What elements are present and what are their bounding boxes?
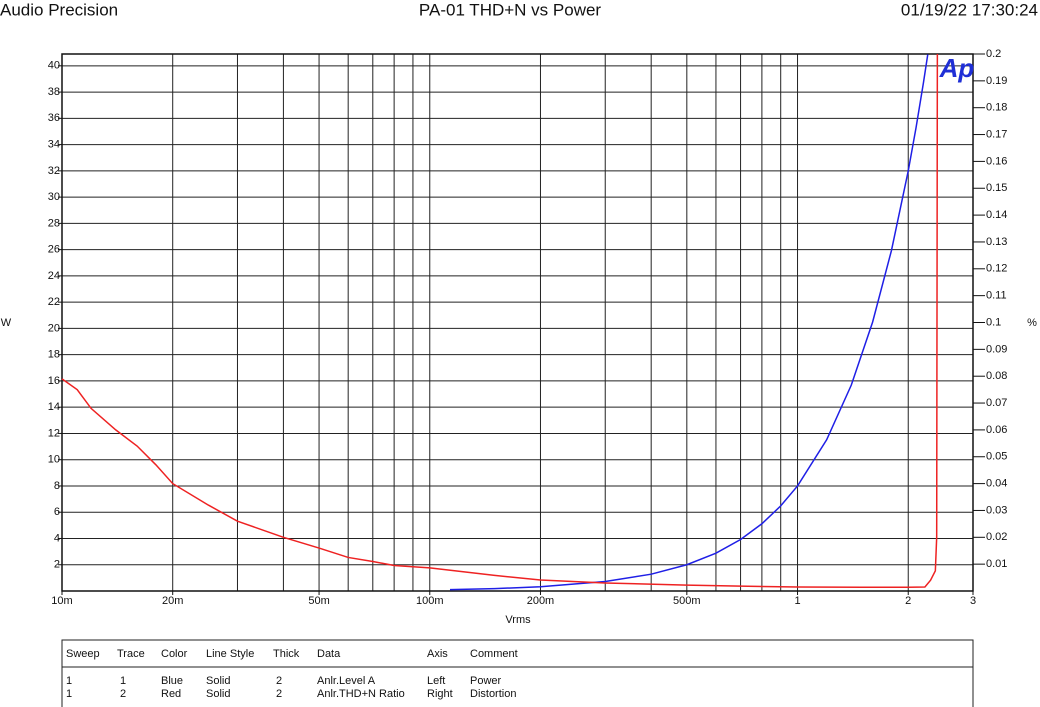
y2-tick-label: 0.03 <box>986 504 1007 516</box>
x-tick-label: 10m <box>51 595 72 607</box>
y-tick-label: 6 <box>54 506 60 518</box>
y-tick-label: 4 <box>54 532 60 544</box>
table-cell: 1 <box>66 688 72 700</box>
y-tick-label: 32 <box>48 165 60 177</box>
table-header: Data <box>317 648 341 660</box>
x-tick-label: 3 <box>970 595 976 607</box>
y2-tick-label: 0.1 <box>986 316 1001 328</box>
y-tick-label: 30 <box>48 191 60 203</box>
y-tick-label: 34 <box>48 139 60 151</box>
y2-axis-label: % <box>1027 317 1037 329</box>
table-cell: Right <box>427 688 453 700</box>
y2-tick-label: 0.16 <box>986 155 1007 167</box>
table-cell: Distortion <box>470 688 516 700</box>
y2-tick-label: 0.04 <box>986 478 1007 490</box>
y2-tick-label: 0.15 <box>986 182 1007 194</box>
y-tick-label: 24 <box>48 270 60 282</box>
chart-title: PA-01 THD+N vs Power <box>419 0 602 19</box>
y2-tick-label: 0.02 <box>986 531 1007 543</box>
y-tick-label: 2 <box>54 559 60 571</box>
table-cell: 2 <box>276 688 282 700</box>
y-axis-label: W <box>1 317 12 329</box>
timestamp: 01/19/22 17:30:24 <box>901 0 1038 19</box>
table-cell: Solid <box>206 688 230 700</box>
table-cell: 1 <box>120 675 126 687</box>
y2-tick-label: 0.06 <box>986 424 1007 436</box>
y-tick-label: 18 <box>48 349 60 361</box>
table-cell: Left <box>427 675 445 687</box>
table-cell: Blue <box>161 675 183 687</box>
y-tick-label: 40 <box>48 60 60 72</box>
x-tick-label: 200m <box>527 595 555 607</box>
y-tick-label: 20 <box>48 322 60 334</box>
y2-tick-label: 0.07 <box>986 397 1007 409</box>
y-tick-label: 14 <box>48 401 60 413</box>
table-cell: Anlr.Level A <box>317 675 376 687</box>
x-axis-label: Vrms <box>505 614 531 626</box>
table-cell: Power <box>470 675 502 687</box>
series-line <box>449 54 929 591</box>
y2-tick-label: 0.18 <box>986 102 1007 114</box>
y-tick-label: 8 <box>54 480 60 492</box>
x-tick-label: 1 <box>794 595 800 607</box>
x-tick-label: 50m <box>308 595 329 607</box>
x-tick-label: 2 <box>905 595 911 607</box>
y-tick-label: 28 <box>48 217 60 229</box>
table-header: Sweep <box>66 648 100 660</box>
y-tick-label: 38 <box>48 86 60 98</box>
y2-tick-label: 0.13 <box>986 236 1007 248</box>
x-tick-label: 500m <box>673 595 701 607</box>
y2-tick-label: 0.01 <box>986 558 1007 570</box>
x-tick-label: 100m <box>416 595 444 607</box>
y2-tick-label: 0.08 <box>986 370 1007 382</box>
y2-tick-label: 0.17 <box>986 128 1007 140</box>
y2-tick-label: 0.11 <box>986 290 1007 302</box>
y-tick-label: 10 <box>48 454 60 466</box>
x-tick-label: 20m <box>162 595 183 607</box>
table-header: Axis <box>427 648 448 660</box>
y-tick-label: 36 <box>48 112 60 124</box>
y2-tick-label: 0.09 <box>986 343 1007 355</box>
table-cell: Solid <box>206 675 230 687</box>
y-tick-label: 22 <box>48 296 60 308</box>
table-cell: 2 <box>276 675 282 687</box>
table-header: Comment <box>470 648 518 660</box>
y2-tick-label: 0.12 <box>986 263 1007 275</box>
table-header: Color <box>161 648 188 660</box>
y-tick-label: 16 <box>48 375 60 387</box>
logo: Ap <box>939 53 975 83</box>
series-line <box>61 53 939 588</box>
table-header: Thick <box>273 648 300 660</box>
brand: Audio Precision <box>0 0 118 19</box>
y-tick-label: 26 <box>48 244 60 256</box>
table-header: Line Style <box>206 648 254 660</box>
table-cell: Red <box>161 688 181 700</box>
y-tick-label: 12 <box>48 427 60 439</box>
table-header: Trace <box>117 648 145 660</box>
y2-tick-label: 0.14 <box>986 209 1007 221</box>
y2-tick-label: 0.19 <box>986 75 1007 87</box>
y2-tick-label: 0.2 <box>986 48 1001 60</box>
table-cell: 1 <box>66 675 72 687</box>
y2-tick-label: 0.05 <box>986 451 1007 463</box>
plot-frame <box>61 53 974 592</box>
table-cell: 2 <box>120 688 126 700</box>
legend-table-frame <box>61 639 974 707</box>
table-cell: Anlr.THD+N Ratio <box>317 688 405 700</box>
